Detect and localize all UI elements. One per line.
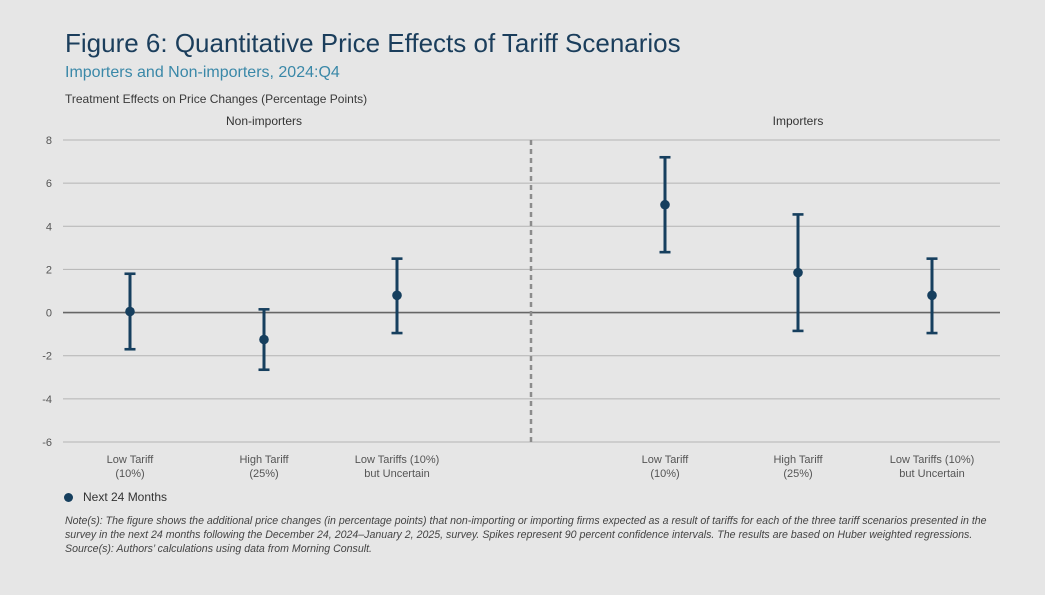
x-tick-label: (25%) (783, 468, 812, 480)
x-tick-label: High Tariff (773, 454, 823, 466)
y-tick-label: -2 (42, 351, 52, 363)
y-axis-label: Treatment Effects on Price Changes (Perc… (65, 92, 368, 106)
y-tick-label: 4 (46, 221, 52, 233)
y-tick-label: -4 (42, 394, 52, 406)
y-tick-label: 0 (46, 308, 52, 320)
x-tick-label: (10%) (650, 468, 679, 480)
panel-label: Importers (773, 114, 824, 128)
notes-block: Note(s): The figure shows the additional… (65, 514, 995, 556)
page-title: Figure 6: Quantitative Price Effects of … (65, 28, 681, 58)
page-subtitle: Importers and Non-importers, 2024:Q4 (65, 64, 340, 81)
x-tick-label: Low Tariffs (10%) (890, 454, 975, 466)
x-tick-label: (10%) (115, 468, 144, 480)
x-tick-label: Low Tariff (642, 454, 690, 466)
x-tick-label: but Uncertain (899, 468, 964, 480)
data-point (660, 199, 670, 210)
x-tick-label: but Uncertain (364, 468, 429, 480)
legend-label: Next 24 Months (83, 490, 168, 504)
data-point (793, 267, 803, 278)
data-point (259, 334, 269, 345)
legend-marker-icon (64, 492, 73, 502)
y-tick-label: 6 (46, 178, 52, 190)
panel-label: Non-importers (226, 114, 302, 128)
note-text: Note(s): The figure shows the additional… (65, 515, 987, 541)
x-tick-label: High Tariff (239, 454, 289, 466)
data-point (392, 290, 402, 301)
x-tick-label: Low Tariff (107, 454, 155, 466)
x-tick-label: (25%) (249, 468, 278, 480)
y-tick-label: 2 (46, 264, 52, 276)
x-tick-label: Low Tariffs (10%) (355, 454, 440, 466)
legend: Next 24 Months (64, 490, 167, 504)
data-point (125, 306, 135, 317)
y-tick-label: 8 (46, 135, 52, 147)
y-tick-label: -6 (42, 437, 52, 449)
data-point (927, 290, 937, 301)
source-text: Source(s): Authors’ calculations using d… (65, 543, 372, 555)
